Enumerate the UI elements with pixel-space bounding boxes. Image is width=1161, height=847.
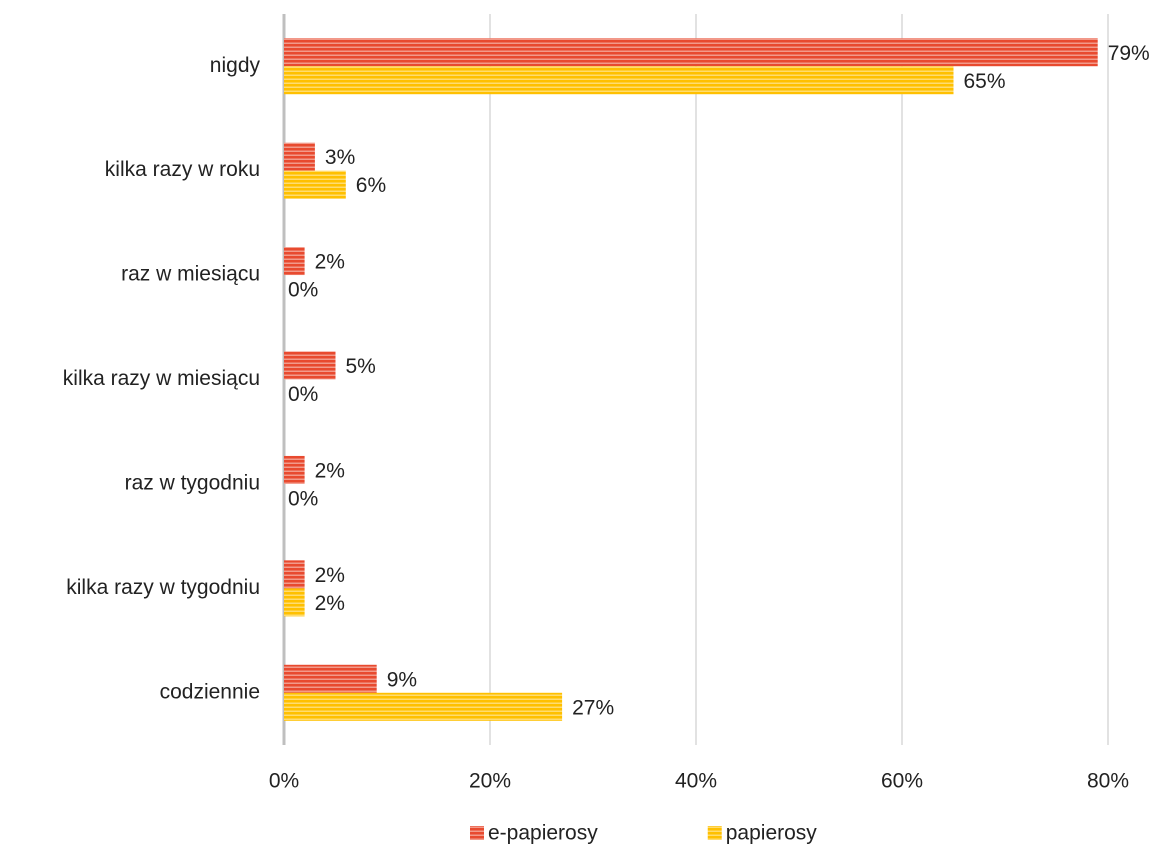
y-tick-label: codziennie xyxy=(160,680,260,703)
y-tick-label: raz w miesiącu xyxy=(121,263,260,286)
legend-swatch xyxy=(707,826,722,840)
legend-label: e-papierosy xyxy=(488,822,598,845)
bar xyxy=(284,455,305,484)
y-tick-label: kilka razy w tygodniu xyxy=(66,576,260,599)
x-tick-label: 60% xyxy=(881,770,923,793)
x-tick-label: 80% xyxy=(1087,770,1129,793)
value-label: 5% xyxy=(346,355,376,378)
x-tick-label: 40% xyxy=(675,770,717,793)
x-tick-label: 20% xyxy=(469,770,511,793)
value-label: 3% xyxy=(325,146,355,169)
legend-swatch xyxy=(470,826,484,840)
bar xyxy=(284,66,954,95)
value-label: 27% xyxy=(572,696,614,719)
bar xyxy=(284,170,346,199)
y-tick-label: raz w tygodniu xyxy=(125,471,260,494)
bar xyxy=(284,588,305,617)
value-label: 65% xyxy=(964,70,1006,93)
bar xyxy=(284,664,377,693)
value-label: 0% xyxy=(288,487,318,510)
y-tick-label: kilka razy w roku xyxy=(105,158,260,181)
y-tick-label: nigdy xyxy=(210,54,261,77)
value-label: 6% xyxy=(356,174,386,197)
legend-label: papierosy xyxy=(726,822,818,845)
bar xyxy=(284,692,563,721)
bar xyxy=(284,351,336,380)
value-label: 2% xyxy=(315,251,345,274)
bar xyxy=(284,142,315,171)
value-label: 2% xyxy=(315,459,345,482)
value-label: 9% xyxy=(387,668,417,691)
x-tick-label: 0% xyxy=(269,770,299,793)
bar xyxy=(284,38,1098,67)
value-label: 0% xyxy=(288,383,318,406)
value-label: 2% xyxy=(315,592,345,615)
bar xyxy=(284,247,305,276)
value-label: 2% xyxy=(315,564,345,587)
bar xyxy=(284,560,305,589)
value-label: 79% xyxy=(1108,42,1150,65)
y-tick-label: kilka razy w miesiącu xyxy=(63,367,260,390)
value-label: 0% xyxy=(288,279,318,302)
